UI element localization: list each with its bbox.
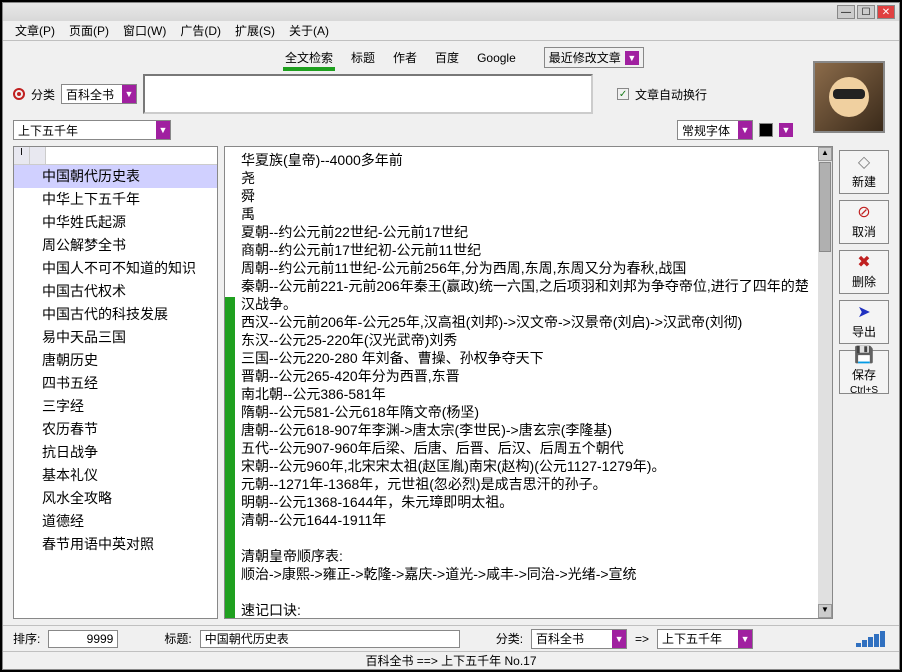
- menu-item[interactable]: 广告(D): [174, 20, 227, 41]
- category-label: 分类: [31, 86, 55, 103]
- action-button-导出[interactable]: ➤ 导出: [839, 300, 889, 344]
- list-item[interactable]: 中国朝代历史表: [14, 165, 217, 188]
- list-item[interactable]: 中华姓氏起源: [14, 211, 217, 234]
- list-item[interactable]: 中华上下五千年: [14, 188, 217, 211]
- search-tab[interactable]: Google: [475, 49, 518, 67]
- dropdown-icon[interactable]: ▼: [122, 85, 136, 103]
- search-tab[interactable]: 百度: [433, 49, 461, 67]
- sidebar-header: I: [14, 147, 217, 165]
- list-item[interactable]: 春节用语中英对照: [14, 533, 217, 556]
- action-label: 取消: [852, 223, 876, 240]
- main-area: I 中国朝代历史表中华上下五千年中华姓氏起源周公解梦全书中国人不可不知道的知识中…: [3, 146, 899, 625]
- scroll-down-button[interactable]: ▼: [818, 604, 832, 618]
- action-label: 新建: [852, 173, 876, 190]
- scrollbar[interactable]: ▲ ▼: [818, 147, 832, 618]
- category3-combo[interactable]: 上下五千年 ▼: [657, 629, 753, 649]
- list-item[interactable]: 道德经: [14, 510, 217, 533]
- list-item[interactable]: 基本礼仪: [14, 464, 217, 487]
- footer: 百科全书 ==> 上下五千年 No.17: [3, 651, 899, 669]
- scroll-thumb[interactable]: [819, 162, 831, 252]
- sort-input[interactable]: [48, 630, 118, 648]
- arrow-label: =>: [635, 632, 649, 646]
- dropdown-icon[interactable]: ▼: [738, 121, 752, 139]
- recent-articles-dropdown[interactable]: 最近修改文章 ▼: [544, 47, 644, 68]
- close-button[interactable]: ✕: [877, 5, 895, 19]
- content-panel: 华夏族(皇帝)--4000多年前 尧 舜 禹 夏朝--约公元前22世纪-公元前1…: [224, 146, 833, 619]
- action-buttons: ◇新建⊘取消✖删除➤导出💾保存Ctrl+S: [839, 146, 889, 619]
- list-item[interactable]: 中国古代权术: [14, 280, 217, 303]
- category2-label: 分类:: [496, 630, 523, 647]
- menubar: 文章(P)页面(P)窗口(W)广告(D)扩展(S)关于(A): [3, 21, 899, 41]
- action-icon: 💾: [854, 348, 874, 364]
- avatar: [813, 61, 885, 133]
- dropdown-icon[interactable]: ▼: [625, 51, 639, 65]
- action-button-取消[interactable]: ⊘ 取消: [839, 200, 889, 244]
- action-label: 导出: [852, 323, 876, 340]
- menu-item[interactable]: 页面(P): [63, 20, 115, 41]
- action-icon: ⊘: [857, 205, 870, 221]
- list-item[interactable]: 中国人不可不知道的知识: [14, 257, 217, 280]
- list-item[interactable]: 三字经: [14, 395, 217, 418]
- search-tab[interactable]: 作者: [391, 49, 419, 67]
- category-radio[interactable]: [13, 88, 25, 100]
- list-item[interactable]: 抗日战争: [14, 441, 217, 464]
- toolbar: 全文检索标题作者百度 Google 最近修改文章 ▼ 分类 百科全书 ▼ ✓ 文章…: [3, 41, 899, 146]
- title-input[interactable]: [200, 630, 460, 648]
- action-icon: ✖: [857, 255, 870, 271]
- action-button-新建[interactable]: ◇ 新建: [839, 150, 889, 194]
- list-item[interactable]: 风水全攻略: [14, 487, 217, 510]
- action-button-删除[interactable]: ✖ 删除: [839, 250, 889, 294]
- color-swatch[interactable]: [759, 123, 773, 137]
- article-list[interactable]: 中国朝代历史表中华上下五千年中华姓氏起源周公解梦全书中国人不可不知道的知识中国古…: [14, 165, 217, 618]
- menu-item[interactable]: 扩展(S): [229, 20, 281, 41]
- font-combo[interactable]: 常规字体 ▼: [677, 120, 753, 140]
- search-tabs: 全文检索标题作者百度 Google 最近修改文章 ▼: [13, 47, 889, 68]
- menu-item[interactable]: 文章(P): [9, 20, 61, 41]
- list-item[interactable]: 四书五经: [14, 372, 217, 395]
- app-window: — ☐ ✕ 文章(P)页面(P)窗口(W)广告(D)扩展(S)关于(A) 全文检…: [2, 2, 900, 670]
- list-item[interactable]: 中国古代的科技发展: [14, 303, 217, 326]
- action-icon: ➤: [857, 305, 870, 321]
- action-button-保存[interactable]: 💾保存Ctrl+S: [839, 350, 889, 394]
- dropdown-icon[interactable]: ▼: [738, 630, 752, 648]
- list-item[interactable]: 周公解梦全书: [14, 234, 217, 257]
- category2-combo[interactable]: 百科全书 ▼: [531, 629, 627, 649]
- signal-icon: [856, 631, 885, 647]
- list-item[interactable]: 易中天品三国: [14, 326, 217, 349]
- dropdown-icon[interactable]: ▼: [156, 121, 170, 139]
- subcategory-combo[interactable]: 上下五千年 ▼: [13, 120, 171, 140]
- statusbar: 排序: 标题: 分类: 百科全书 ▼ => 上下五千年 ▼: [3, 625, 899, 651]
- menu-item[interactable]: 关于(A): [283, 20, 335, 41]
- scroll-up-button[interactable]: ▲: [818, 147, 832, 161]
- list-item[interactable]: 农历春节: [14, 418, 217, 441]
- titlebar: — ☐ ✕: [3, 3, 899, 21]
- sidebar: I 中国朝代历史表中华上下五千年中华姓氏起源周公解梦全书中国人不可不知道的知识中…: [13, 146, 218, 619]
- sort-label: 排序:: [13, 630, 40, 647]
- dropdown-icon[interactable]: ▼: [779, 123, 793, 137]
- minimize-button[interactable]: —: [837, 5, 855, 19]
- maximize-button[interactable]: ☐: [857, 5, 875, 19]
- autowrap-label: 文章自动换行: [635, 86, 707, 103]
- gutter: [225, 297, 235, 618]
- article-content[interactable]: 华夏族(皇帝)--4000多年前 尧 舜 禹 夏朝--约公元前22世纪-公元前1…: [235, 147, 818, 618]
- autowrap-checkbox[interactable]: ✓: [617, 88, 629, 100]
- action-icon: ◇: [858, 155, 870, 171]
- list-item[interactable]: 唐朝历史: [14, 349, 217, 372]
- footer-text: 百科全书 ==> 上下五千年 No.17: [365, 652, 536, 669]
- action-label: 删除: [852, 273, 876, 290]
- dropdown-icon[interactable]: ▼: [612, 630, 626, 648]
- recent-label: 最近修改文章: [549, 49, 621, 66]
- menu-item[interactable]: 窗口(W): [117, 20, 172, 41]
- category-combo[interactable]: 百科全书 ▼: [61, 84, 137, 104]
- search-input[interactable]: [143, 74, 593, 114]
- search-tab[interactable]: 标题: [349, 49, 377, 67]
- title-label: 标题:: [164, 630, 191, 647]
- action-label: 保存: [852, 366, 876, 383]
- search-tab[interactable]: 全文检索: [283, 49, 335, 71]
